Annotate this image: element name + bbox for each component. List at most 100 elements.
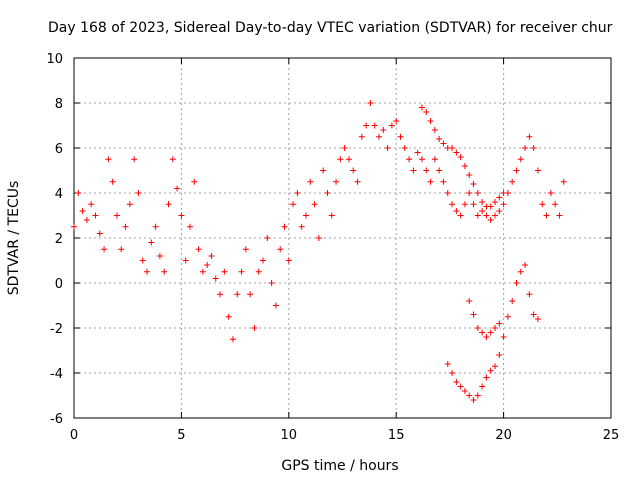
data-point — [474, 392, 481, 399]
data-point — [483, 374, 490, 381]
data-point — [199, 268, 206, 275]
x-tick-label: 10 — [281, 428, 298, 443]
data-point — [560, 178, 567, 185]
data-point — [543, 212, 550, 219]
data-point — [461, 388, 468, 394]
data-point — [341, 145, 348, 151]
data-point — [483, 212, 490, 219]
data-point — [431, 127, 438, 133]
data-point — [444, 361, 451, 367]
x-tick-label: 0 — [70, 428, 78, 443]
data-point — [509, 298, 516, 304]
data-point — [88, 201, 95, 208]
data-point — [83, 217, 90, 223]
data-point — [556, 212, 563, 219]
data-point — [255, 268, 262, 275]
data-point — [427, 118, 434, 124]
data-point — [234, 291, 241, 298]
data-point — [272, 302, 279, 309]
data-point — [423, 167, 430, 174]
data-point — [466, 172, 473, 178]
data-point — [152, 223, 159, 230]
data-point — [126, 201, 133, 208]
data-point — [174, 185, 181, 192]
data-point — [492, 325, 499, 331]
data-point — [500, 201, 507, 208]
data-point — [427, 178, 434, 185]
data-point — [526, 291, 533, 298]
data-point — [474, 190, 481, 196]
y-tick-label: 4 — [55, 187, 63, 202]
data-point — [474, 212, 481, 219]
data-point — [307, 178, 314, 185]
data-point — [500, 334, 507, 340]
y-tick-label: -2 — [50, 322, 63, 337]
grid-layer — [74, 58, 611, 418]
data-point — [195, 246, 202, 253]
data-point — [376, 133, 383, 140]
data-point — [466, 190, 473, 196]
data-point — [221, 268, 228, 275]
data-point — [208, 253, 215, 259]
data-point — [457, 212, 464, 219]
data-point — [474, 325, 481, 331]
data-point — [470, 201, 477, 208]
data-point — [436, 136, 443, 142]
data-point — [487, 329, 494, 336]
x-axis-label: GPS time / hours — [281, 458, 398, 474]
data-point — [410, 167, 417, 174]
data-point — [264, 235, 271, 241]
data-point — [131, 156, 138, 163]
y-tick-label: 6 — [55, 142, 63, 157]
data-point — [212, 275, 219, 282]
data-point — [358, 133, 365, 140]
data-point — [182, 257, 189, 264]
data-point — [517, 156, 524, 163]
data-point — [509, 178, 516, 185]
data-point — [401, 145, 408, 151]
data-point — [251, 325, 258, 331]
data-point — [71, 223, 77, 230]
data-point — [113, 212, 120, 219]
data-point — [397, 133, 404, 140]
data-point — [225, 313, 232, 320]
data-point — [453, 208, 460, 214]
data-point — [144, 268, 151, 275]
data-point — [522, 145, 529, 151]
data-point — [487, 203, 494, 210]
data-point — [277, 246, 284, 253]
data-point — [440, 178, 447, 185]
data-points — [71, 100, 567, 403]
data-point — [371, 122, 378, 129]
data-point — [380, 127, 387, 133]
data-point — [229, 336, 236, 343]
data-point — [517, 268, 524, 275]
data-point — [418, 104, 425, 111]
data-point — [324, 190, 331, 196]
data-point — [105, 156, 112, 163]
data-point — [496, 320, 503, 327]
data-point — [363, 122, 370, 129]
y-tick-label: -6 — [50, 412, 63, 427]
data-point — [449, 201, 456, 208]
data-point — [148, 239, 155, 246]
y-tick-label: 10 — [46, 52, 63, 67]
data-point — [122, 223, 129, 230]
data-point — [333, 178, 340, 185]
data-point — [161, 268, 168, 275]
data-point — [479, 329, 486, 336]
data-point — [354, 178, 361, 185]
x-tick-label: 20 — [495, 428, 512, 443]
data-point — [479, 208, 486, 214]
data-point — [294, 190, 301, 196]
data-point — [466, 392, 473, 399]
data-point — [504, 313, 511, 320]
data-point — [350, 167, 357, 174]
tick-layer: 0 5 10 15 20 25 -6 -4 -2 0 2 4 6 8 10 — [46, 52, 619, 443]
data-point — [238, 268, 245, 275]
data-point — [453, 379, 460, 385]
data-point — [311, 201, 318, 208]
data-point — [530, 145, 537, 151]
data-point — [101, 246, 108, 253]
